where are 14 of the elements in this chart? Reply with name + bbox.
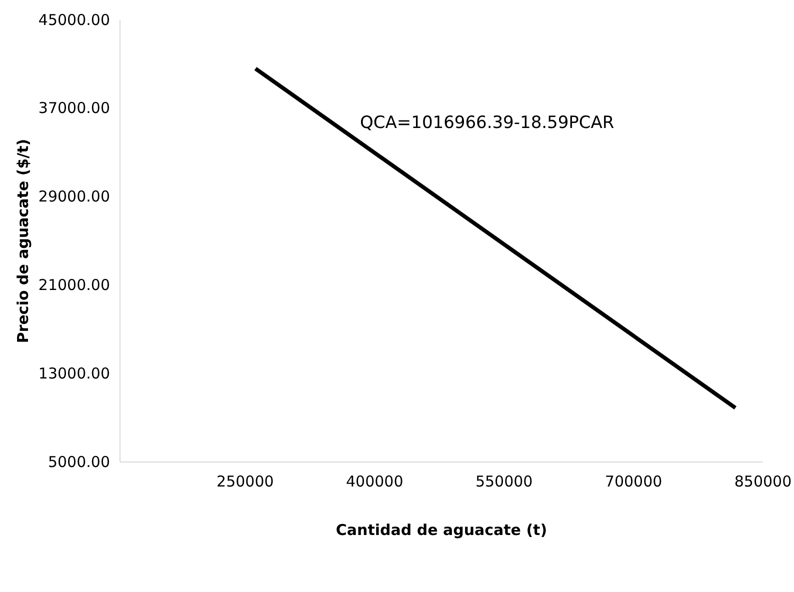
- x-axis-title: Cantidad de aguacate (t): [336, 521, 548, 539]
- x-tick-label: 250000: [216, 472, 274, 491]
- y-tick-label: 21000.00: [38, 276, 110, 294]
- x-tick-label: 400000: [346, 472, 404, 491]
- annotation: QCA=1016966.39-18.59PCAR: [360, 113, 614, 133]
- y-tick-label: 13000.00: [38, 364, 110, 382]
- x-tick-label: 550000: [475, 472, 533, 491]
- x-tick-label: 700000: [604, 472, 662, 491]
- y-tick-label: 45000.00: [38, 10, 110, 29]
- y-axis-title: Precio de aguacate ($/t): [14, 138, 32, 344]
- y-tick-label: 29000.00: [38, 188, 110, 206]
- x-tick-label: 850000: [734, 472, 792, 491]
- y-tick-label: 37000.00: [38, 99, 110, 118]
- y-tick-label: 5000.00: [48, 452, 110, 471]
